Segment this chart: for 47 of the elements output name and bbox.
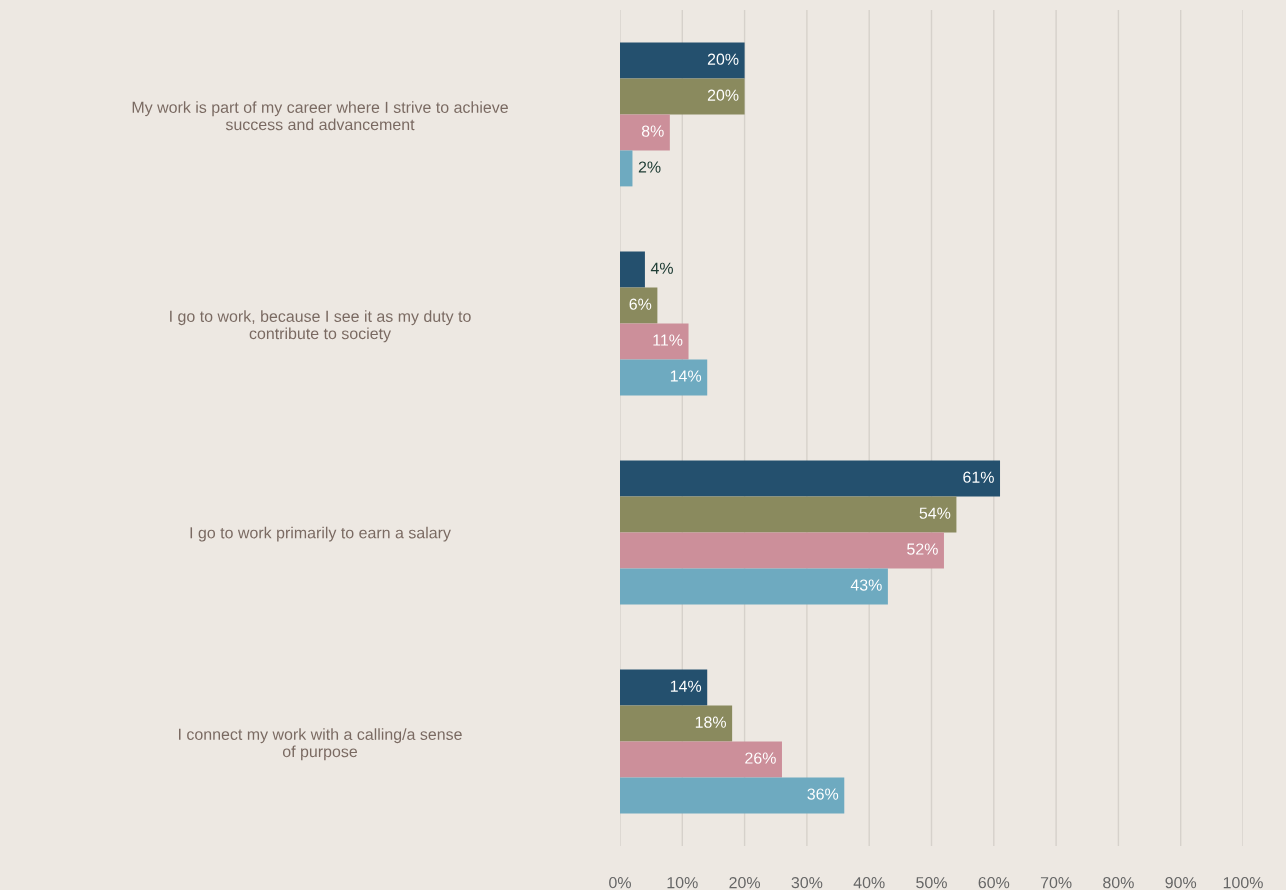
data-label: 52% [907,543,938,555]
data-label: 14% [670,680,702,692]
x-tick-label: 30% [791,876,823,889]
bar [620,460,1001,497]
data-label: 18% [695,716,727,728]
data-label: 2% [638,161,661,173]
bar [620,777,845,814]
x-tick-label: 10% [667,876,698,889]
data-label: 43% [850,579,882,591]
bar [620,114,670,151]
data-label: 26% [745,752,776,764]
x-tick-label: 40% [853,876,885,889]
data-label: 11% [653,334,683,346]
bar [620,532,944,569]
data-label: 6% [629,298,652,310]
bar [620,496,957,533]
x-tick-label: 50% [916,876,947,889]
bar [620,705,733,742]
data-label: 8% [641,125,664,137]
data-label: 61% [963,471,994,483]
x-tick-label: 70% [1040,876,1072,889]
x-tick-label: 60% [978,876,1010,889]
bar [620,287,658,324]
data-label: 54% [919,507,951,519]
bar [620,323,689,360]
data-label: 14% [670,370,702,382]
bar [620,251,645,288]
y-tick-label: I go to work, because I see it as my duty to contribute to society [170,310,471,343]
bar [620,359,708,396]
bar [620,669,708,706]
data-label: 20% [707,53,739,65]
x-tick-label: 20% [729,876,761,889]
x-tick-label: 100% [1223,876,1263,889]
x-tick-label: 80% [1103,876,1134,889]
data-label: 20% [707,89,739,101]
data-label: 4% [650,262,673,274]
bar [620,568,888,605]
bar [620,741,782,778]
x-tick-label: 0% [609,876,631,889]
y-tick-label: My work is part of my career where I strive to achieve success and advancement [132,101,508,131]
bar [620,78,745,115]
y-tick-label: I connect my work with a calling/a sense of purpose [179,728,462,761]
bar [620,42,745,79]
x-tick-label: 90% [1165,876,1197,889]
data-label: 36% [807,788,839,800]
y-tick-label: I go to work primarily to earn a salary [190,526,451,542]
bar [620,150,633,187]
